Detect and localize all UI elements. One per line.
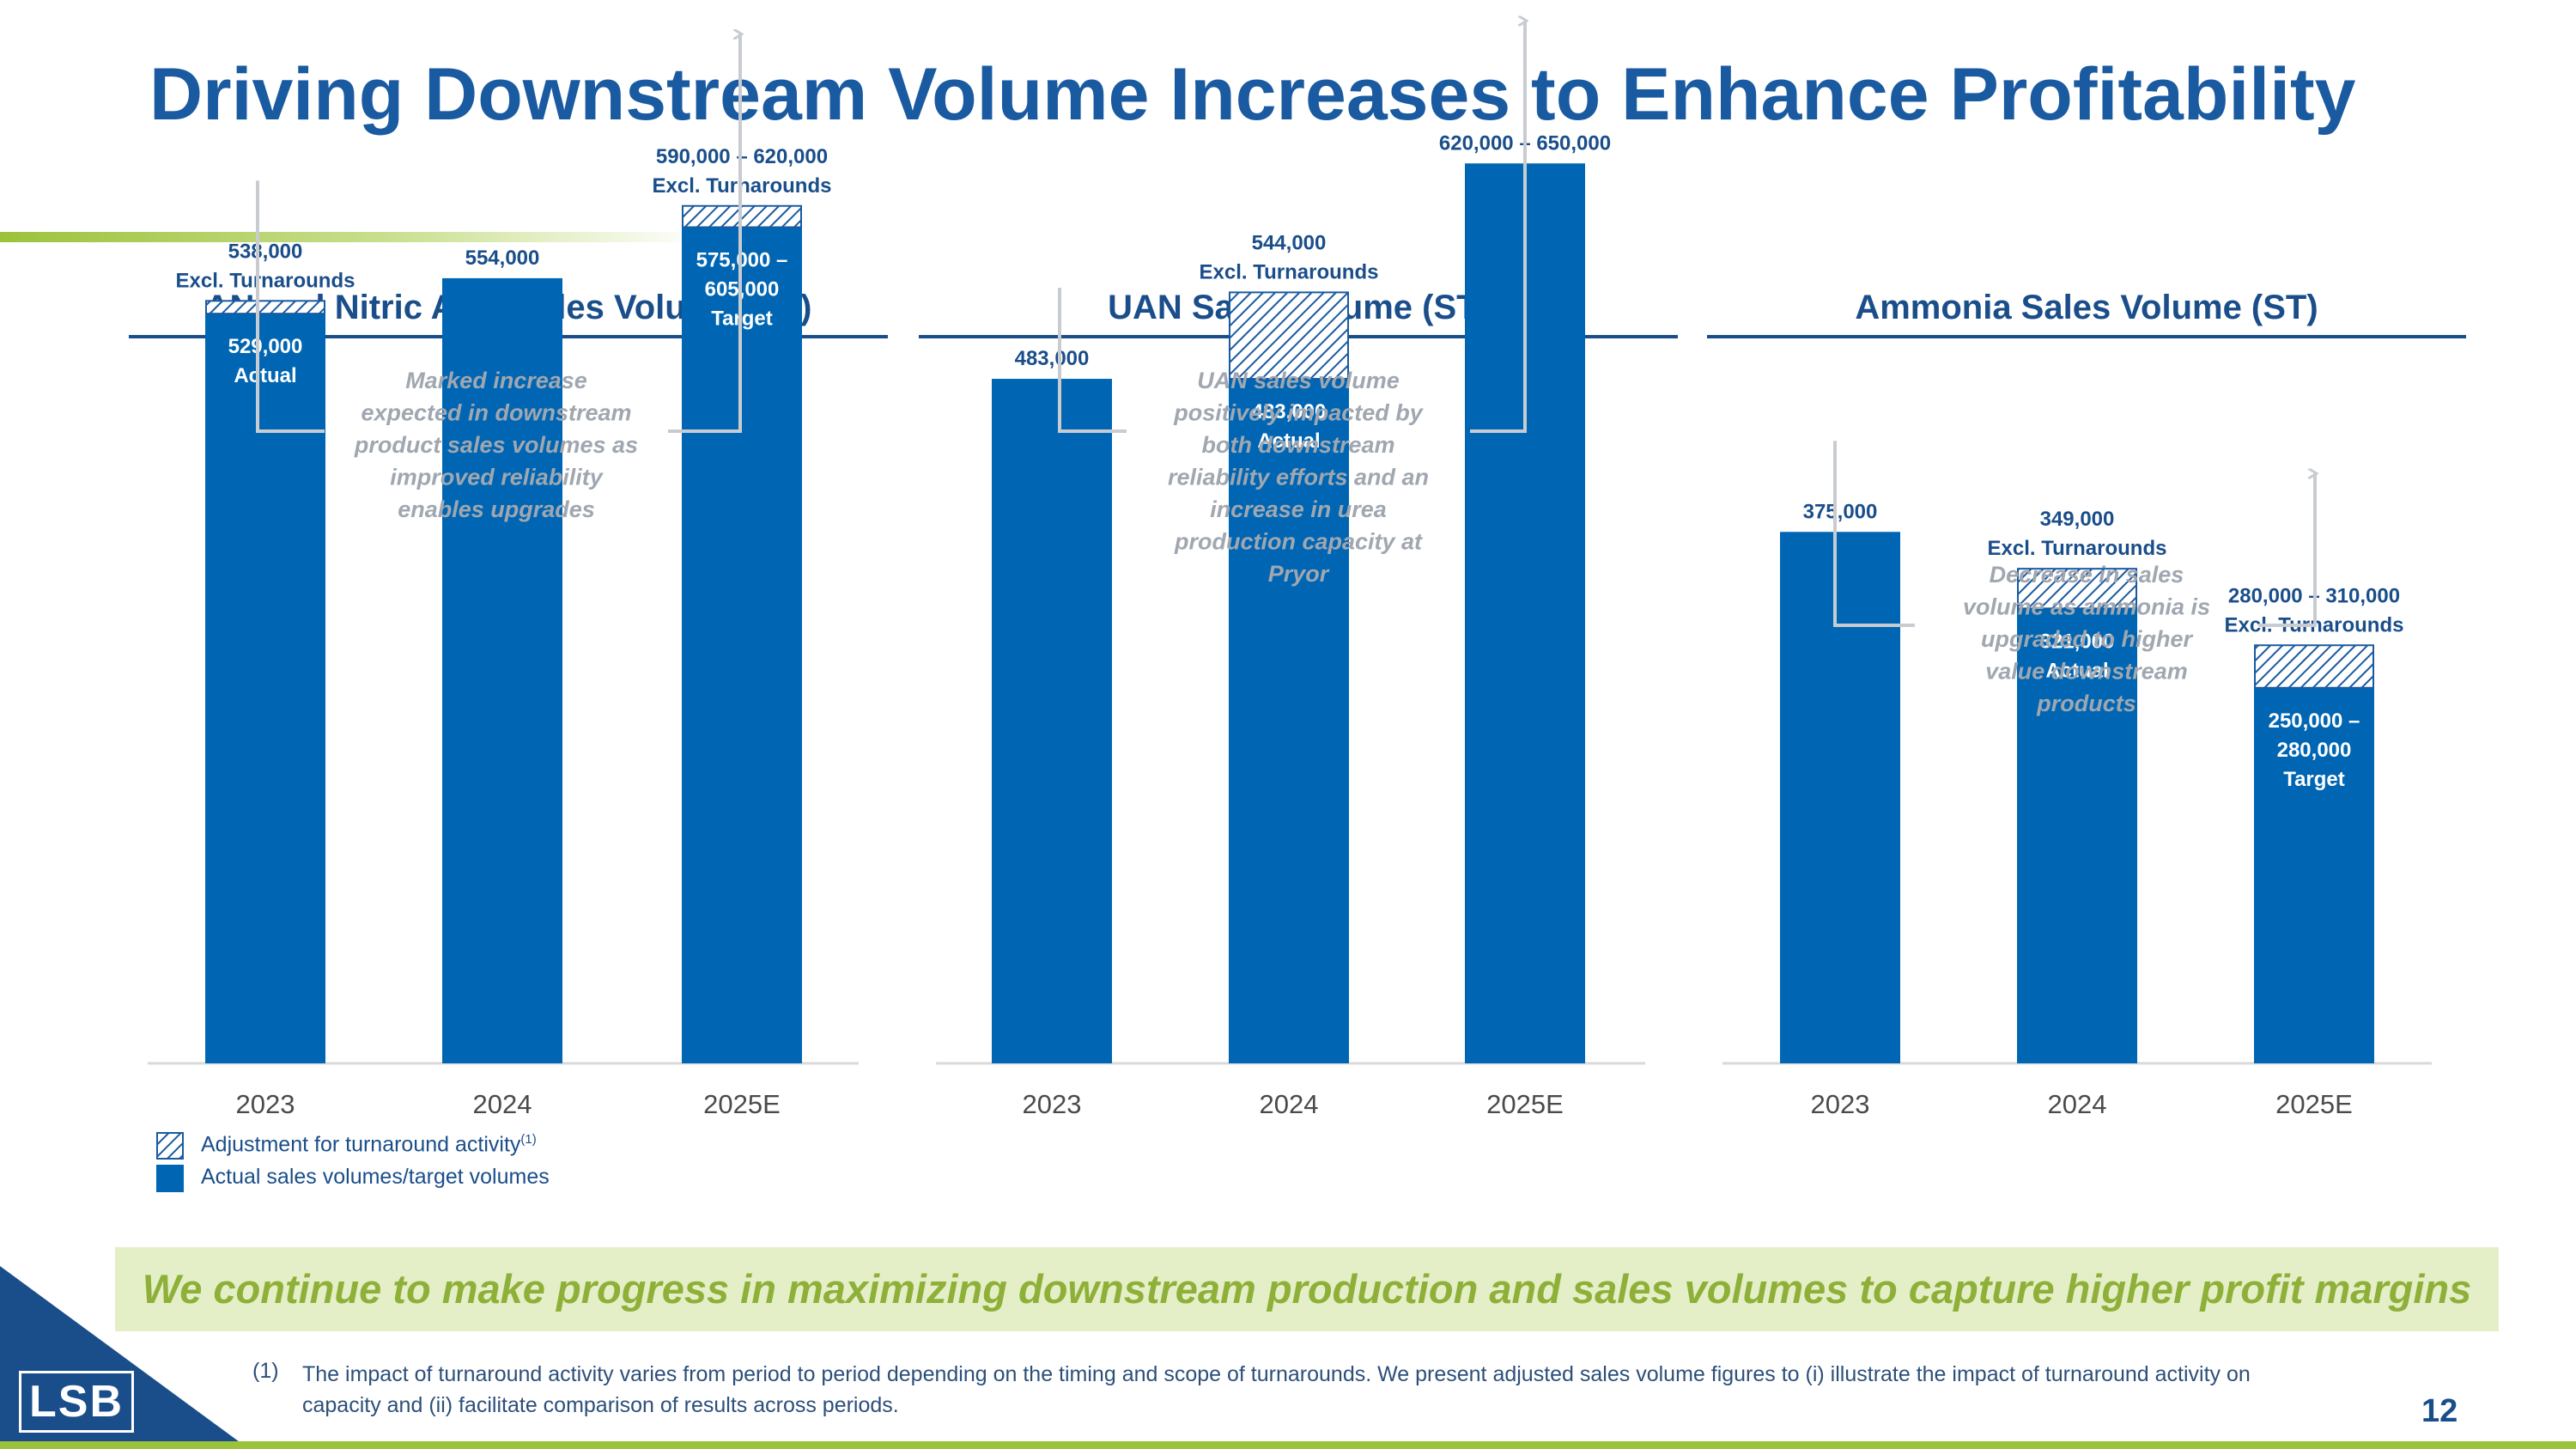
bar-actual bbox=[2254, 687, 2374, 1063]
annotation-bracket-left bbox=[256, 180, 325, 433]
legend-solid-label: Actual sales volumes/target volumes bbox=[201, 1165, 550, 1189]
bar-turnaround-adjustment bbox=[2254, 644, 2374, 689]
annotation-bracket-right bbox=[668, 34, 740, 433]
x-tick-label: 2024 bbox=[1260, 1089, 1319, 1119]
data-label-inner: 483,000 bbox=[1252, 400, 1327, 423]
takeaway-text: We continue to make progress in maximizi… bbox=[142, 1266, 2472, 1312]
footnote-text: The impact of turnaround activity varies… bbox=[302, 1362, 2251, 1417]
annotation-note: enables upgrades bbox=[398, 496, 595, 522]
data-label-inner: Actual bbox=[1257, 429, 1320, 453]
data-label: 544,000 bbox=[1252, 231, 1327, 254]
annotation-note: volume as ammonia is bbox=[1963, 594, 2210, 620]
x-tick-label: 2025E bbox=[2275, 1089, 2353, 1119]
bar-turnaround-adjustment bbox=[1229, 291, 1349, 381]
data-label-inner: Actual bbox=[234, 364, 296, 387]
title-underline bbox=[0, 232, 704, 242]
bar-actual bbox=[992, 379, 1112, 1063]
x-tick-label: 2024 bbox=[473, 1089, 532, 1119]
annotation-note: expected in downstream bbox=[361, 400, 631, 426]
annotation-note: Marked increase bbox=[405, 368, 587, 393]
data-label: Excl. Turnarounds bbox=[1988, 537, 2167, 560]
legend-hatched-text: Adjustment for turnaround activity bbox=[201, 1132, 521, 1157]
data-label-inner: Target bbox=[2283, 768, 2345, 791]
bar-turnaround-adjustment bbox=[2017, 568, 2137, 610]
lsb-logo-text: LSB bbox=[29, 1377, 124, 1427]
x-tick-label: 2023 bbox=[236, 1089, 295, 1119]
bottom-rule bbox=[0, 1441, 2576, 1449]
bar-actual bbox=[1780, 532, 1900, 1063]
footnote-number: (1) bbox=[252, 1359, 279, 1383]
annotation-note: production capacity at bbox=[1174, 529, 1423, 555]
bar-turnaround-adjustment bbox=[205, 300, 325, 315]
data-label-inner: Actual bbox=[2045, 659, 2108, 682]
chart-title-ammonia: Ammonia Sales Volume (ST) bbox=[1855, 289, 2318, 326]
annotation-note: UAN sales volume bbox=[1197, 368, 1400, 393]
charts-canvas: 2023 538,000 Excl. Turnarounds 529,000 Actua… bbox=[148, 0, 2432, 1119]
annotation-bracket-left bbox=[1058, 288, 1127, 433]
logo-corner-shape bbox=[0, 1266, 249, 1449]
data-label-inner: 321,000 bbox=[2040, 630, 2115, 653]
data-label-inner: 280,000 bbox=[2277, 739, 2352, 762]
lsb-logo bbox=[19, 1371, 134, 1433]
annotation-note: Pryor bbox=[1268, 561, 1330, 587]
data-label: Excl. Turnarounds bbox=[176, 269, 355, 292]
annotation-bracket-right bbox=[2258, 473, 2315, 627]
data-label-inner: 529,000 bbox=[228, 335, 303, 358]
legend-hatched-superscript: (1) bbox=[520, 1132, 537, 1147]
x-tick-label: 2025E bbox=[1486, 1089, 1564, 1119]
annotation-note: improved reliability bbox=[390, 465, 605, 490]
x-tick-label: 2024 bbox=[2048, 1089, 2107, 1119]
annotation-note: increase in urea bbox=[1210, 496, 1387, 522]
bar-actual bbox=[205, 314, 325, 1063]
chart-rule-ammonia bbox=[1707, 335, 2466, 338]
bar-actual bbox=[442, 277, 562, 1063]
legend-hatched-swatch bbox=[156, 1132, 184, 1160]
takeaway-banner: We continue to make progress in maximizi… bbox=[115, 1247, 2499, 1331]
annotation-note: upgraded to higher bbox=[1981, 626, 2193, 652]
x-tick-label: 2023 bbox=[1023, 1089, 1082, 1119]
data-label: Excl. Turnarounds bbox=[1200, 260, 1379, 283]
annotation-note: Decrease in sales bbox=[1990, 562, 2184, 588]
data-label: 538,000 bbox=[228, 240, 303, 263]
annotation-note: products bbox=[2036, 691, 2136, 716]
annotation-note: product sales volumes as bbox=[354, 432, 638, 458]
page-title: Driving Downstream Volume Increases to E… bbox=[149, 53, 2356, 136]
annotation-bracket-right bbox=[1470, 21, 1525, 433]
page-number: 12 bbox=[2421, 1393, 2458, 1429]
bar-actual bbox=[2017, 608, 2137, 1063]
legend-solid-swatch bbox=[156, 1165, 184, 1192]
bar-actual bbox=[1229, 379, 1349, 1063]
annotation-bracket-left bbox=[1833, 441, 1915, 627]
annotation-note: both downstream bbox=[1201, 432, 1394, 458]
x-tick-label: 2023 bbox=[1811, 1089, 1870, 1119]
data-label: 554,000 bbox=[465, 247, 540, 270]
annotation-note: positively impacted by bbox=[1173, 400, 1425, 426]
x-tick-label: 2025E bbox=[703, 1089, 781, 1119]
data-label: 483,000 bbox=[1015, 347, 1090, 370]
data-label: 375,000 bbox=[1803, 500, 1878, 523]
data-label-inner: 250,000 – bbox=[2269, 709, 2360, 733]
annotation-note: value downstream bbox=[1985, 659, 2188, 685]
annotation-note: reliability efforts and an bbox=[1168, 465, 1429, 490]
data-label: 349,000 bbox=[2040, 508, 2115, 531]
legend-hatched-label: Adjustment for turnaround activity(1) bbox=[201, 1132, 537, 1157]
